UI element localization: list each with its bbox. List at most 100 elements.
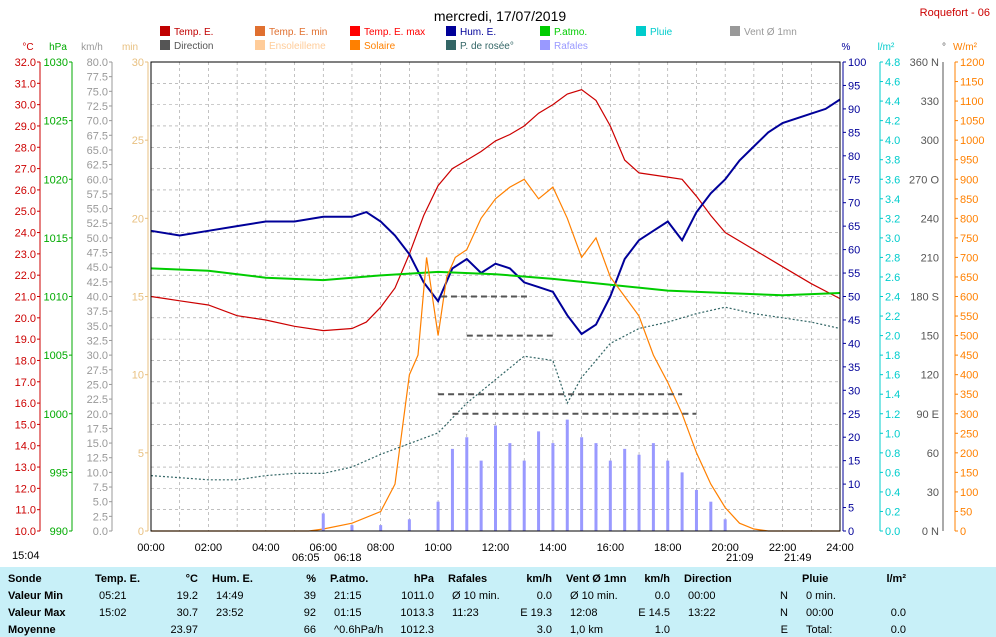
axis-tick-label: 4.8 bbox=[885, 57, 900, 69]
legend-swatch bbox=[446, 40, 456, 50]
legend-label: Hum. E. bbox=[460, 27, 496, 38]
axis-tick-label: 85 bbox=[848, 127, 860, 139]
axis-tick-label: 330 bbox=[921, 96, 939, 108]
axis-unit-right: % bbox=[842, 42, 851, 53]
axis-tick-label: 62.5 bbox=[87, 160, 108, 172]
axis-tick-label: 80.0 bbox=[87, 57, 108, 69]
legend-label: P.atmo. bbox=[554, 27, 587, 38]
axis-tick-label: 240 bbox=[921, 213, 939, 225]
axis-tick-label: 15.0 bbox=[87, 438, 108, 450]
axis-tick-label: 30.0 bbox=[87, 350, 108, 362]
axis-tick-label: 65.0 bbox=[87, 145, 108, 157]
axis-tick-label: 30 bbox=[927, 487, 939, 499]
axis-tick-label: 15 bbox=[848, 456, 860, 468]
axis-tick-label: 0.4 bbox=[885, 487, 900, 499]
x-tick-label: 06:00 bbox=[309, 542, 337, 554]
axis-tick-label: 80 bbox=[848, 151, 860, 163]
axis-tick-label: 550 bbox=[960, 311, 978, 323]
axis-unit-left: °C bbox=[22, 42, 33, 53]
stats-value: 92 bbox=[303, 607, 316, 619]
legend-label: P. de rosée° bbox=[460, 41, 514, 52]
legend-swatch bbox=[160, 26, 170, 36]
axis-tick-label: 0 N bbox=[922, 526, 939, 538]
axis-tick-label: 12.5 bbox=[87, 453, 108, 465]
axis-tick-label: 2.8 bbox=[885, 252, 900, 264]
axis-tick-label: 0 bbox=[138, 526, 144, 538]
axis-tick-label: 57.5 bbox=[87, 189, 108, 201]
axis-unit-left: km/h bbox=[81, 42, 103, 53]
stats-table: Sonde Valeur Min Valeur Max Moyenne Temp. E.… bbox=[0, 567, 996, 637]
axis-unit-right: ° bbox=[942, 42, 946, 53]
axis-tick-label: 50 bbox=[960, 506, 972, 518]
axis-tick-label: 15.0 bbox=[15, 419, 36, 431]
axis-tick-label: 18.0 bbox=[15, 355, 36, 367]
chart-title: mercredi, 17/07/2019 bbox=[434, 8, 567, 24]
series-layer bbox=[150, 89, 841, 532]
axis-tick-label: 60 bbox=[848, 245, 860, 257]
stats-row-label: 00:00 bbox=[688, 590, 716, 602]
legend-label: Temp. E. bbox=[174, 27, 213, 38]
axis-tick-label: 1100 bbox=[960, 96, 984, 108]
stats-value: 1.0 bbox=[654, 624, 670, 636]
x-tick-label: 00:00 bbox=[137, 542, 165, 554]
axis-tick-label: 0.6 bbox=[885, 467, 900, 479]
axis-tick-label: 990 bbox=[50, 526, 68, 538]
stats-value: 1011.0 bbox=[401, 590, 434, 602]
axis-tick-label: 750 bbox=[960, 233, 978, 245]
axis-tick-label: 47.5 bbox=[87, 248, 108, 260]
axis-tick-label: 30 bbox=[848, 385, 860, 397]
axis-tick-label: 24.0 bbox=[15, 228, 36, 240]
axis-tick-label: 10.0 bbox=[15, 526, 36, 538]
x-tick-label: 12:00 bbox=[482, 542, 510, 554]
stats-header: P.atmo. bbox=[330, 573, 369, 585]
stats-value: 0.0 bbox=[654, 590, 670, 602]
axis-tick-label: 90 bbox=[848, 104, 860, 116]
axis-tick-label: 31.0 bbox=[15, 78, 36, 90]
legend-swatch bbox=[350, 40, 360, 50]
axis-tick-label: 26.0 bbox=[15, 185, 36, 197]
axis-tick-label: 37.5 bbox=[87, 306, 108, 318]
axis-tick-label: 15 bbox=[132, 292, 144, 304]
axis-tick-label: 1050 bbox=[960, 116, 984, 128]
legend-label: Direction bbox=[174, 41, 213, 52]
axis-tick-label: 3.0 bbox=[885, 233, 900, 245]
stats-value: E bbox=[780, 624, 788, 636]
axis-tick-label: 22.0 bbox=[15, 270, 36, 282]
stats-row-label: 00:00 bbox=[806, 607, 834, 619]
axis-tick-label: 10.0 bbox=[87, 467, 108, 479]
stats-header: Sonde bbox=[8, 573, 42, 585]
stats-header: Temp. E. bbox=[95, 573, 141, 585]
stats-row-label: ^0.6hPa/h bbox=[334, 624, 384, 636]
axis-tick-label: 10 bbox=[132, 370, 144, 382]
axis-tick-label: 150 bbox=[921, 331, 939, 343]
axis-tick-label: 27.5 bbox=[87, 365, 108, 377]
axis-tick-label: 23.0 bbox=[15, 249, 36, 261]
stats-row-label: 21:15 bbox=[334, 590, 362, 602]
axis-tick-label: 0 bbox=[960, 526, 966, 538]
x-tick-label: 14:00 bbox=[539, 542, 567, 554]
axis-tick-label: 0.8 bbox=[885, 448, 900, 460]
axis-tick-label: 25 bbox=[132, 135, 144, 147]
axis-tick-label: 300 bbox=[921, 135, 939, 147]
stats-row-label: 0 min. bbox=[806, 590, 836, 602]
stats-header: Vent Ø 1mn bbox=[566, 573, 627, 585]
stats-row-label: Valeur Min bbox=[8, 590, 64, 602]
axis-tick-label: 5 bbox=[138, 448, 144, 460]
stats-row-label: Ø 10 min. bbox=[452, 590, 500, 602]
axis-tick-label: 3.8 bbox=[885, 155, 900, 167]
axis-tick-label: 700 bbox=[960, 252, 978, 264]
x-tick-label: 24:00 bbox=[826, 542, 854, 554]
legend-label: Pluie bbox=[650, 27, 673, 38]
axis-tick-label: 1020 bbox=[44, 174, 68, 186]
stats-header: Pluie bbox=[802, 573, 829, 585]
stats-row-label: Ø 10 min. bbox=[570, 590, 618, 602]
stats-value: 1013.3 bbox=[400, 607, 434, 619]
stats-value: 30.7 bbox=[176, 607, 198, 619]
axis-tick-label: 450 bbox=[960, 350, 978, 362]
legend-label: Temp. E. min bbox=[269, 27, 327, 38]
axis-tick-label: 70.0 bbox=[87, 116, 108, 128]
stats-row-label: Moyenne bbox=[8, 624, 56, 636]
axis-tick-label: 3.4 bbox=[885, 194, 900, 206]
stats-row-label: 05:21 bbox=[99, 590, 127, 602]
stats-row-label: Valeur Max bbox=[8, 607, 66, 619]
